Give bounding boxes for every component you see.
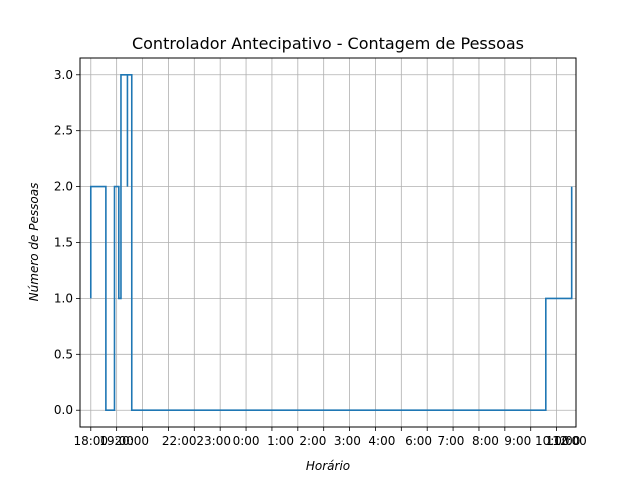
x-tick-label: 0:00 [233,434,260,448]
y-axis-ticks: 0.0 0.5 1.0 1.5 2.0 2.5 3.0 [54,68,80,417]
x-tick-label: 11:00 [546,434,581,448]
x-axis-label: Horário [306,459,350,473]
x-tick-label: 9:00 [504,434,531,448]
y-tick-label: 0.5 [54,347,73,361]
chart-title: Controlador Antecipativo - Contagem de P… [132,34,524,53]
x-tick-label: 1:00 [267,434,294,448]
y-tick-label: 2.5 [54,124,73,138]
y-tick-label: 2.0 [54,180,73,194]
x-tick-label: 12:00 [552,434,587,448]
x-tick-label: 4:00 [368,434,395,448]
x-tick-label: 19:00 [99,434,134,448]
x-tick-label: 10:00 [535,434,570,448]
x-tick-label: 8:00 [472,434,499,448]
x-tick-label: 6:00 [405,434,432,448]
y-tick-label: 1.0 [54,291,73,305]
y-tick-label: 1.5 [54,236,73,250]
y-axis-label: Número de Pessoas [27,183,41,302]
x-tick-label: 7:00 [437,434,464,448]
y-tick-label: 3.0 [54,68,73,82]
series-line [89,73,573,412]
x-tick-label: 18:00 [73,434,108,448]
x-tick-label: 23:00 [196,434,231,448]
y-tick-label: 0.0 [54,403,73,417]
x-tick-label: 22:00 [162,434,197,448]
x-tick-label: 20:00 [114,434,149,448]
x-tick-label: 2:00 [299,434,326,448]
x-tick-label: 3:00 [334,434,361,448]
series-layer [89,73,573,412]
